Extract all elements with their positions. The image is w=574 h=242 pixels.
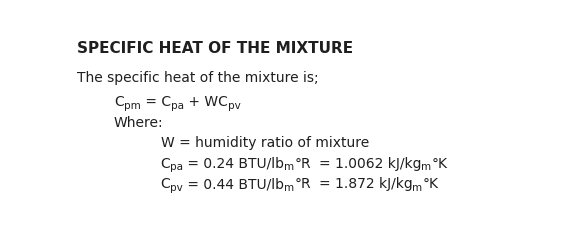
Text: pm: pm <box>124 101 141 111</box>
Text: °K: °K <box>422 177 439 191</box>
Text: = 1.0062 kJ/kg: = 1.0062 kJ/kg <box>319 157 421 171</box>
Text: The specific heat of the mixture is;: The specific heat of the mixture is; <box>77 71 319 85</box>
Text: pv: pv <box>227 101 241 111</box>
Text: °R: °R <box>294 157 311 171</box>
Text: m: m <box>284 183 294 193</box>
Text: C: C <box>161 157 170 171</box>
Text: Where:: Where: <box>114 116 164 130</box>
Text: °K: °K <box>431 157 447 171</box>
Text: W = humidity ratio of mixture: W = humidity ratio of mixture <box>161 136 369 150</box>
Text: pa: pa <box>170 162 184 172</box>
Text: = 0.24 BTU/lb: = 0.24 BTU/lb <box>184 157 285 171</box>
Text: pv: pv <box>170 183 183 193</box>
Text: = 1.872 kJ/kg: = 1.872 kJ/kg <box>319 177 412 191</box>
Text: m: m <box>412 183 422 193</box>
Text: °R: °R <box>294 177 311 191</box>
Text: = 0.44 BTU/lb: = 0.44 BTU/lb <box>183 177 284 191</box>
Text: m: m <box>285 162 294 172</box>
Text: = C: = C <box>141 95 170 109</box>
Text: + WC: + WC <box>184 95 227 109</box>
Text: m: m <box>421 162 431 172</box>
Text: C: C <box>161 177 170 191</box>
Text: SPECIFIC HEAT OF THE MIXTURE: SPECIFIC HEAT OF THE MIXTURE <box>77 41 353 56</box>
Text: C: C <box>114 95 124 109</box>
Text: pa: pa <box>170 101 184 111</box>
